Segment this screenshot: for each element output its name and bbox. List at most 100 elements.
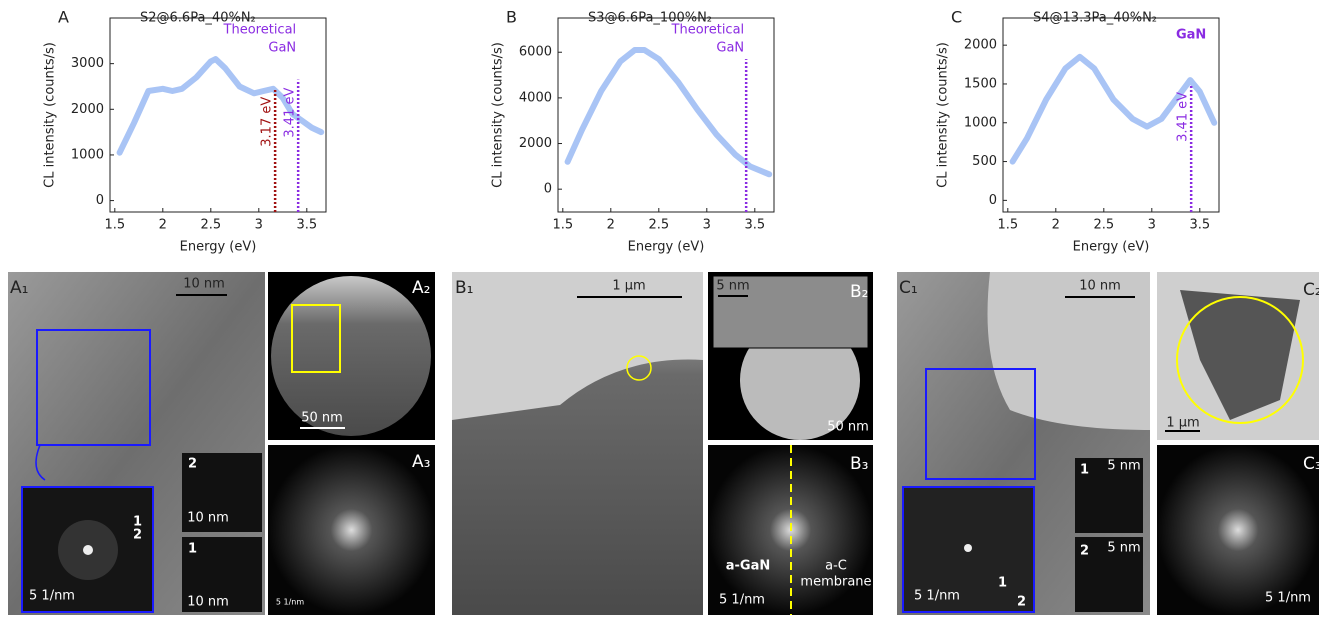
inset-label: 1 [188, 542, 197, 557]
y-tick-label: 2000 [964, 38, 997, 53]
panel-label: C₂ [1303, 280, 1319, 300]
annotation: Theoretical [671, 23, 745, 38]
marker-label: 3.41 eV [1176, 92, 1191, 142]
flake [1180, 290, 1300, 420]
y-tick-label: 6000 [519, 45, 552, 60]
scale-text: 5 nm [716, 279, 749, 294]
panel-label: A₂ [412, 278, 430, 298]
scale-text: 10 nm [187, 511, 229, 526]
inset [182, 453, 262, 532]
scale-text: 10 nm [183, 277, 225, 292]
inset [1075, 458, 1143, 533]
x-tick-label: 3.5 [296, 218, 317, 233]
y-tick-label: 500 [972, 154, 997, 169]
x-tick-label: 1.5 [997, 218, 1018, 233]
y-tick-label: 2000 [519, 136, 552, 151]
panel-label: B [506, 8, 517, 27]
x-axis-label: Energy (eV) [180, 240, 257, 255]
panel-a-images: A₁ 10 nm 5 1/nm 1 2 2 10 nm 1 10 nm A₂ 5… [8, 272, 435, 615]
marker-label: 3.17 eV [260, 97, 275, 147]
x-axis-label: Energy (eV) [1073, 240, 1150, 255]
panel-label: A₃ [412, 452, 430, 472]
scale-text: 50 nm [827, 420, 869, 435]
annotation: GaN [716, 41, 744, 56]
roi-box [291, 304, 341, 373]
roi-box [36, 329, 151, 446]
spot-label: 1 [133, 515, 142, 530]
panel-label: C [951, 8, 962, 27]
scale-text: 5 1/nm [29, 589, 75, 604]
diffraction-image [268, 445, 435, 615]
x-tick-label: 2.5 [1093, 218, 1114, 233]
x-tick-label: 2.5 [200, 218, 221, 233]
spot-label: 2 [133, 528, 142, 543]
chart-title: S4@13.3Pa_40%N₂ [1033, 11, 1157, 26]
y-tick-label: 2000 [71, 102, 104, 117]
chart-title: S3@6.6Pa_100%N₂ [588, 11, 712, 26]
plot-frame [1002, 17, 1220, 213]
x-tick-label: 2.5 [648, 218, 669, 233]
y-tick-label: 3000 [71, 56, 104, 71]
panel-c-images: C₁ 10 nm 5 1/nm 1 2 1 5 nm 2 5 nm C₂ 1 μ… [897, 272, 1319, 615]
plot-frame [109, 17, 327, 213]
panel-label: C₃ [1303, 454, 1319, 474]
y-tick-label: 0 [544, 182, 552, 197]
x-tick-label: 2 [159, 218, 167, 233]
fft-center [964, 544, 972, 552]
x-tick-label: 3 [255, 218, 263, 233]
spot-label: 1 [998, 576, 1007, 591]
y-axis-label: CL intensity (counts/s) [936, 42, 951, 188]
arrow [35, 444, 46, 481]
y-axis-label: CL intensity (counts/s) [491, 42, 506, 188]
y-tick-label: 0 [989, 193, 997, 208]
inset-label: 1 [1080, 463, 1089, 478]
y-tick-label: 0 [96, 193, 104, 208]
x-tick-label: 3.5 [1189, 218, 1210, 233]
annotation: GaN [1176, 28, 1206, 43]
panel-label: B₂ [850, 282, 868, 302]
scale-text: 10 nm [187, 595, 229, 610]
spectrum-line [564, 47, 773, 178]
y-tick-label: 1500 [964, 76, 997, 91]
vacuum-region [452, 272, 703, 420]
spectrum-line [1009, 53, 1218, 165]
x-tick-label: 2 [1052, 218, 1060, 233]
annotation: Theoretical [223, 23, 297, 38]
x-axis-label: Energy (eV) [628, 240, 705, 255]
y-tick-label: 1000 [71, 147, 104, 162]
x-tick-label: 3 [703, 218, 711, 233]
vacuum-region [987, 272, 1150, 430]
aperture [271, 276, 431, 436]
panel-label: B₃ [850, 454, 868, 474]
scale-text: 5 nm [1107, 459, 1140, 474]
roi-circle [1176, 296, 1304, 424]
y-axis-label: CL intensity (counts/s) [43, 42, 58, 188]
panel-label: A [58, 8, 69, 27]
region-label: a-C [825, 559, 847, 574]
scale-text: 50 nm [301, 411, 343, 426]
inset [182, 537, 262, 612]
region-label: membrane [800, 575, 871, 590]
marker-label: 3.41 eV [283, 88, 298, 138]
scale-text: 1 μm [612, 279, 645, 294]
charts: A S2@6.6Pa_40%N₂ Energy (eV) CL intensity (… [43, 8, 1220, 255]
roi-circle [626, 355, 652, 381]
inset [1075, 537, 1143, 612]
scale-text: 5 1/nm [1265, 591, 1311, 606]
panel-label: C₁ [899, 278, 918, 298]
scale-text: 5 nm [1107, 541, 1140, 556]
diffraction-image [1157, 445, 1319, 615]
x-tick-label: 1.5 [552, 218, 573, 233]
scale-text: 5 1/nm [914, 589, 960, 604]
region-label: a-GaN [726, 559, 771, 574]
inset [712, 275, 869, 349]
panel-b-images: B₁ 1 μm B₂ 5 nm 50 nm B₃ a-GaN a-C membr… [452, 272, 873, 615]
panel-label: B₁ [455, 278, 473, 298]
inset-label: 2 [188, 457, 197, 472]
x-tick-label: 3 [1148, 218, 1156, 233]
x-tick-label: 3.5 [744, 218, 765, 233]
x-tick-label: 1.5 [104, 218, 125, 233]
y-tick-label: 1000 [964, 115, 997, 130]
chart-title: S2@6.6Pa_40%N₂ [140, 11, 256, 26]
